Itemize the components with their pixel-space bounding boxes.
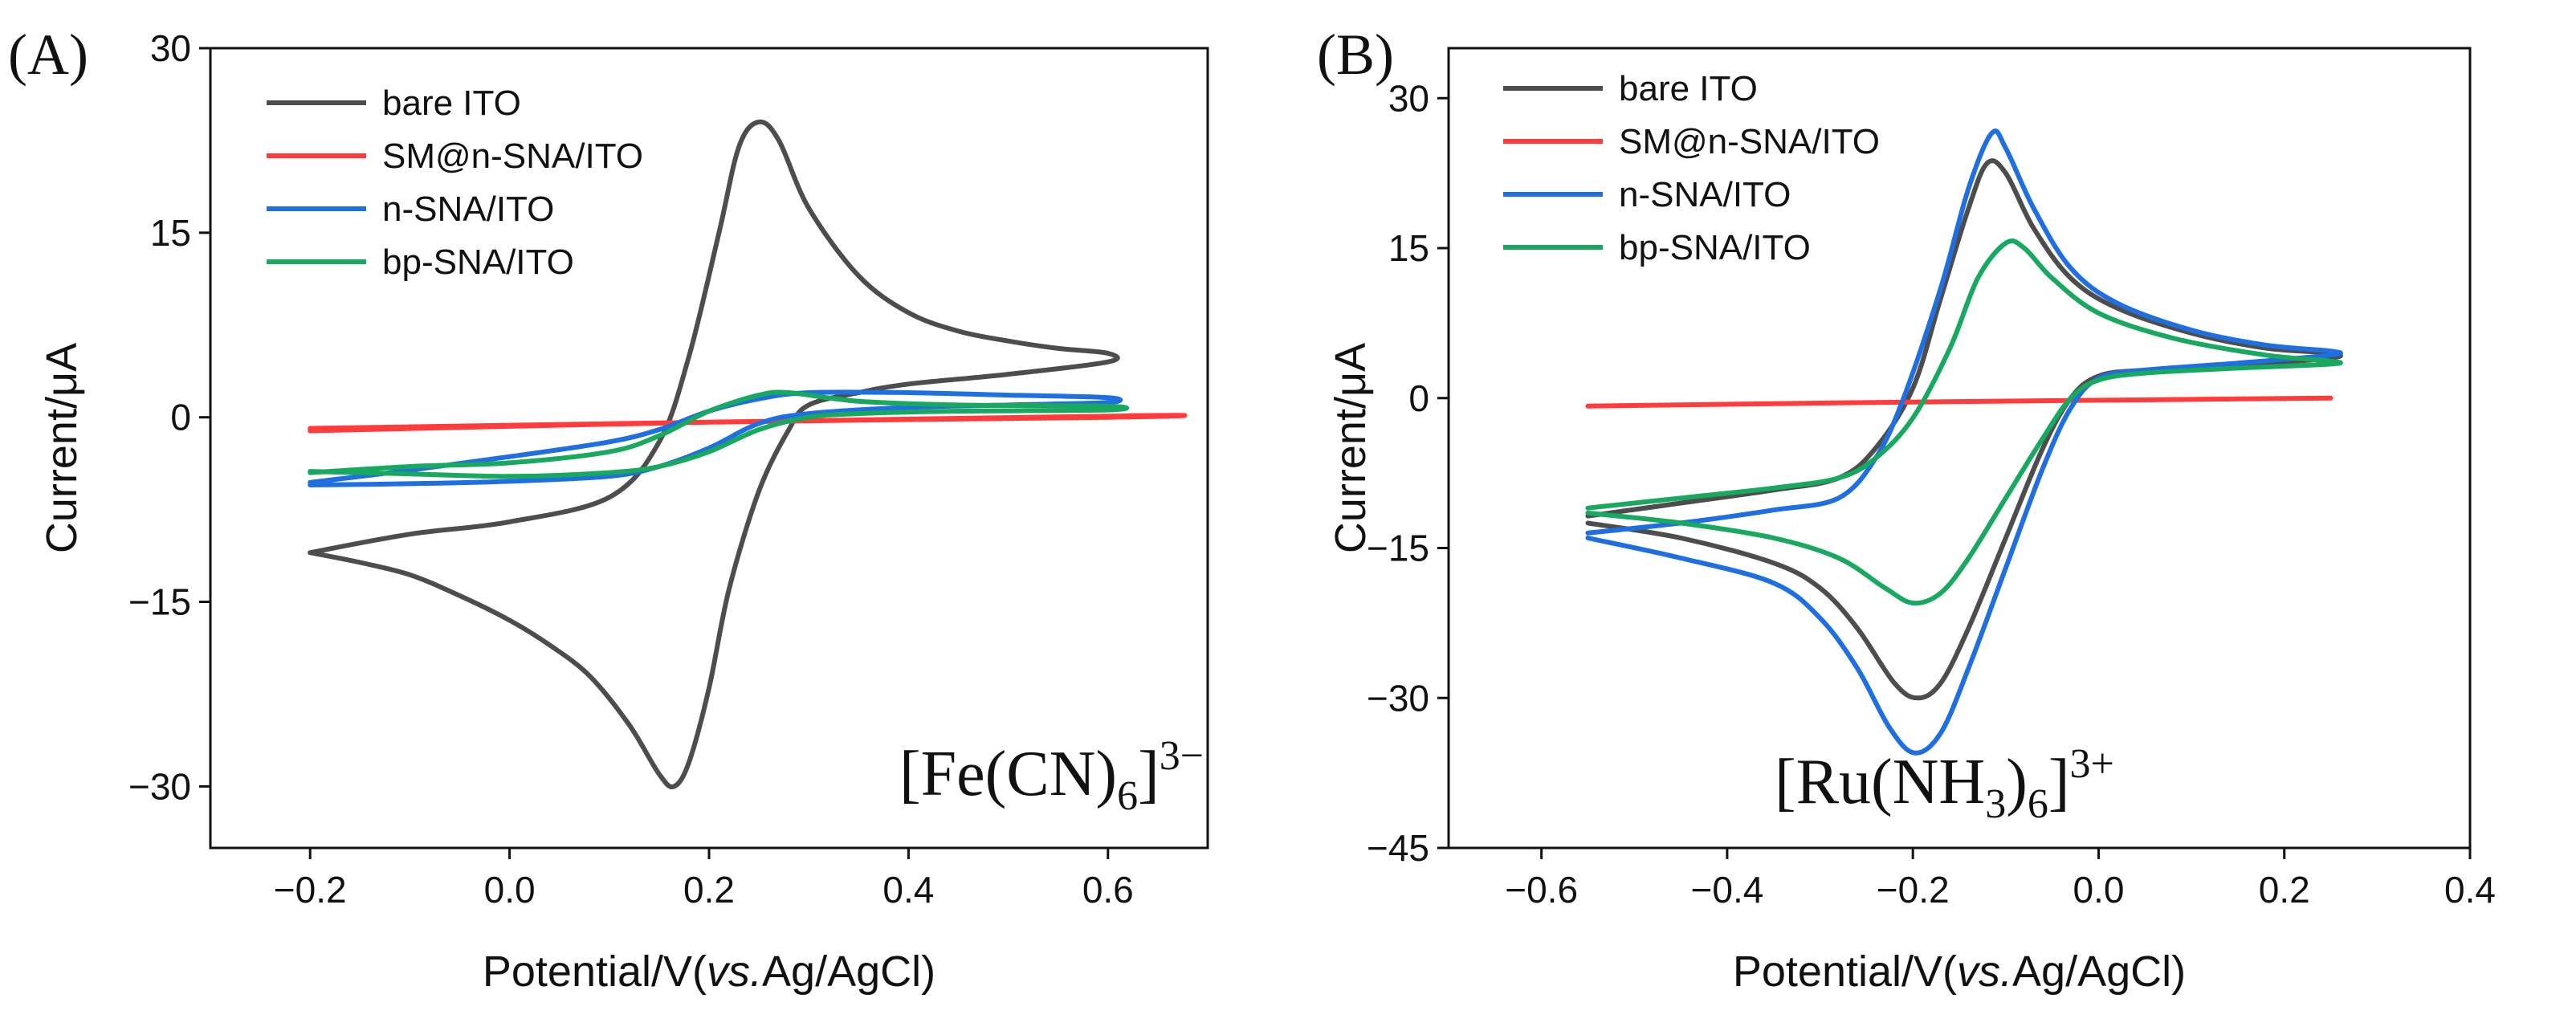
series-line-bare-ito [308,119,1120,789]
y-tick-label: 0 [170,397,191,438]
legend-label: SM@n-SNA/ITO [1619,122,1880,161]
annotation-superscript: 3− [1160,733,1204,779]
y-tick-label: −15 [128,581,191,623]
x-axis-label-main: Potential/V( [1733,947,1957,996]
y-tick-label: 15 [1388,227,1429,269]
annotation-close: ] [1138,739,1160,809]
x-axis-label: Potential/V(vs.Ag/AgCl) [1733,947,2186,996]
y-tick-label: −45 [1367,827,1429,869]
x-tick-label: 0.4 [2444,869,2496,911]
x-tick-label: −0.4 [1691,869,1764,911]
series-line-sm-n-sna-ito [1585,395,2333,409]
x-tick-label: 0.2 [2259,869,2310,911]
x-axis-label-end: Ag/AgCl) [2012,947,2186,996]
chart-panel-b: −0.6 −0.4 −0.2 0.0 0.2 0.4 30 15 0 −15 −30 −45 Poten… [1317,22,2496,996]
x-axis-label-italic: vs. [707,947,762,996]
y-axis-label: Current/μA [1327,343,1375,553]
annotation-subscript: 6 [1117,773,1138,819]
annotation-base: [Fe(CN) [899,739,1117,809]
chart-panel-a: −0.2 0.0 0.2 0.4 0.6 30 15 0 −15 −30 Potential/V(v… [8,22,1209,996]
y-tick-label: 30 [1388,77,1429,119]
y-tick-label: −30 [1367,677,1429,719]
legend-label: SM@n-SNA/ITO [382,137,643,176]
plot-frame [1447,47,2472,850]
annotation-subscript-2: 6 [2028,781,2048,827]
legend-label: bp-SNA/ITO [382,242,574,282]
panel-label: (B) [1317,22,1394,87]
series-line-n-sna-ito [1585,128,2343,756]
y-tick-label: 0 [1408,377,1429,419]
annotation-superscript: 3+ [2069,741,2113,787]
y-axis-label: Current/μA [38,343,86,553]
legend: bare ITO SM@n-SNA/ITO n-SNA/ITO bp-SNA/ITO [267,84,643,282]
legend-label: bare ITO [382,84,521,123]
legend-label: n-SNA/ITO [382,189,554,229]
x-tick-label: 0.6 [1082,869,1134,911]
x-tick-label: 0.4 [882,869,934,911]
species-annotation: [Ru(NH3)6]3+ [1775,741,2114,827]
x-tick-label: −0.2 [274,869,347,911]
legend-label: bp-SNA/ITO [1619,228,1811,267]
annotation-close: ] [2048,747,2070,817]
x-tick-label: 0.0 [484,869,536,911]
legend-label: n-SNA/ITO [1619,175,1791,214]
annotation-subscript: 3 [1985,781,2006,827]
annotation-mid: ) [2006,747,2028,817]
legend: bare ITO SM@n-SNA/ITO n-SNA/ITO bp-SNA/ITO [1503,69,1880,267]
series-line-bp-sna-ito [308,389,1129,479]
x-tick-label: −0.2 [1877,869,1950,911]
x-axis-label: Potential/V(vs.Ag/AgCl) [483,947,935,996]
panel-label: (A) [8,22,88,87]
series-line-sm-n-sna-ito [308,413,1188,434]
x-tick-label: −0.6 [1505,869,1578,911]
legend-label: bare ITO [1619,69,1758,108]
series-line-n-sna-ito [308,389,1123,487]
x-axis-label-italic: vs. [1957,947,2012,996]
x-tick-label: 0.2 [683,869,735,911]
annotation-base: [Ru(NH [1775,747,1985,817]
series-line-bp-sna-ito [1585,238,2343,606]
y-tick-label: 30 [150,27,191,69]
x-axis-label-main: Potential/V( [483,947,707,996]
y-tick-label: −15 [1367,528,1429,569]
y-tick-label: −30 [128,765,191,807]
species-annotation: [Fe(CN)6]3− [899,733,1204,819]
x-tick-label: 0.0 [2073,869,2124,911]
x-axis-label-end: Ag/AgCl) [762,947,935,996]
y-tick-label: 15 [150,212,191,254]
